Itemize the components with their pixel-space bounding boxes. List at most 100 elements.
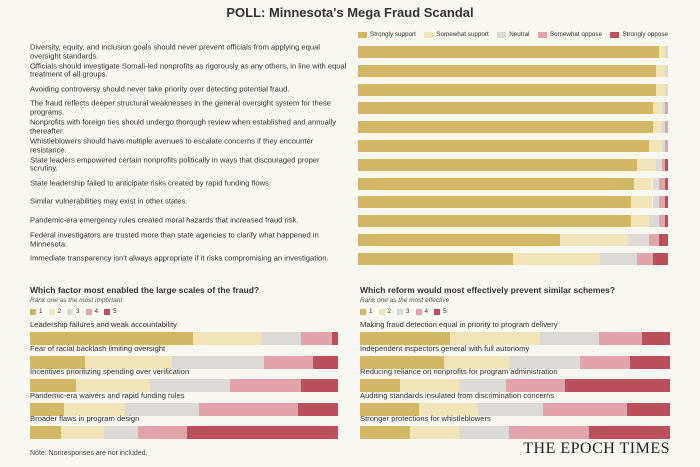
bar-segment [301, 332, 332, 345]
legend-swatch [497, 31, 507, 38]
bar-segment [418, 402, 478, 416]
legend-label: 3 [406, 308, 410, 315]
legend-item: 5 [434, 308, 447, 315]
bar-segment [30, 426, 61, 439]
legend-item: 2 [48, 308, 62, 315]
bar-segment [652, 252, 668, 265]
bar-segment [564, 379, 670, 392]
legend-item: 1 [30, 308, 43, 315]
bar-segment [358, 140, 650, 152]
bar-segment [664, 140, 668, 152]
bar-segment [358, 121, 653, 134]
chart-subtitle: Rank one as the most effective [360, 297, 450, 304]
bar-segment [360, 426, 410, 439]
legend-item: Neutral [497, 31, 530, 38]
bar-segment [664, 196, 668, 209]
legend-label: 4 [94, 308, 99, 315]
bar-segment [652, 177, 659, 190]
legend-label: 2 [387, 308, 392, 315]
legend-swatch [415, 308, 422, 315]
bar-segment [358, 158, 637, 171]
bar-segment [261, 332, 302, 345]
legend: 1 2 3 4 5 [360, 308, 670, 315]
legend-swatch [537, 31, 547, 38]
legend-item: Somewhat support [424, 31, 489, 38]
legend: 1 2 3 4 5 [30, 308, 338, 315]
bar-segment [360, 402, 419, 416]
legend-item: Strongly oppose [610, 31, 668, 38]
bar-segment [409, 426, 460, 439]
legend-item: Strongly support [358, 31, 416, 38]
legend-swatch [358, 31, 367, 38]
bar-segment [598, 332, 643, 345]
bar-segment [633, 177, 653, 190]
bar-segment [230, 379, 302, 392]
bar-segment [664, 121, 668, 134]
legend-item: 2 [378, 308, 392, 315]
legend-swatch [434, 308, 441, 315]
bar-segment [513, 252, 600, 265]
bar-segment [664, 177, 668, 190]
row-label: Similar vulnerabilities may exist in oth… [30, 197, 188, 207]
row-label: Diversity, equity, and inclusion goals s… [30, 42, 320, 60]
bar-segment [358, 234, 560, 246]
legend-label: Strongly support [370, 31, 416, 38]
bar-segment [505, 379, 565, 392]
row-label: Nonprofits with foreign ties should unde… [30, 117, 337, 136]
bar-segment [76, 379, 151, 392]
bar-segment [30, 402, 64, 416]
bar-segment [150, 379, 231, 392]
bar-segment [264, 355, 314, 369]
row-label: Independent inspectors general with full… [360, 343, 530, 353]
bar-segment [443, 355, 509, 369]
bar-segment [658, 177, 665, 190]
bar-segment [297, 402, 338, 416]
bar-segment [360, 379, 401, 392]
row-label: Making fraud detection equal in priority… [360, 320, 558, 329]
bar-segment [630, 215, 650, 228]
bar-segment [661, 121, 665, 134]
bar-segment [358, 177, 634, 190]
row-label: Auditing standards insulated from discri… [360, 390, 555, 400]
bar-segment [637, 252, 653, 265]
bar-segment [193, 332, 261, 345]
legend-label: Somewhat oppose [549, 31, 603, 38]
legend-item: 1 [360, 308, 373, 315]
row-label: Fear of racial backlash limiting oversig… [30, 343, 166, 353]
bar-segment [85, 355, 172, 369]
legend-swatch [424, 31, 434, 38]
bar-segment [658, 215, 665, 228]
bar-segment [630, 196, 653, 209]
bar-segment [599, 252, 637, 265]
bar-segment [664, 158, 668, 171]
bar-segment [459, 426, 509, 439]
legend-label: 2 [57, 308, 62, 315]
row-label: Leadership failures and weak accountabil… [30, 320, 177, 329]
bar-segment [655, 83, 665, 96]
bar-segment [358, 64, 656, 77]
bar-segment [664, 102, 668, 115]
bar-segment [358, 252, 513, 265]
legend-swatch [397, 308, 404, 315]
row-label: Officials should investigate Somali-led … [30, 61, 347, 79]
bar-segment [655, 158, 662, 171]
bar-segment [580, 355, 630, 369]
legend-label: 1 [39, 308, 43, 315]
bar-segment [658, 234, 668, 246]
chart-title: Which factor most enabled the large scal… [30, 285, 260, 295]
legend-swatch [85, 308, 92, 315]
bar-segment [459, 379, 506, 392]
legend-swatch [360, 308, 366, 315]
page-title: POLL: Minnesota's Mega Fraud Scandal [226, 5, 474, 20]
bar-segment [627, 234, 650, 246]
bar-segment [30, 379, 77, 392]
row-label: State leadership failed to anticipate ri… [30, 178, 272, 188]
bar-segment [508, 355, 581, 369]
legend-swatch [48, 308, 55, 315]
legend-label: Strongly oppose [622, 31, 668, 38]
legend-item: 5 [104, 308, 117, 315]
bar-segment [655, 64, 665, 77]
bar-segment [664, 83, 668, 96]
bar-segment [360, 332, 450, 345]
